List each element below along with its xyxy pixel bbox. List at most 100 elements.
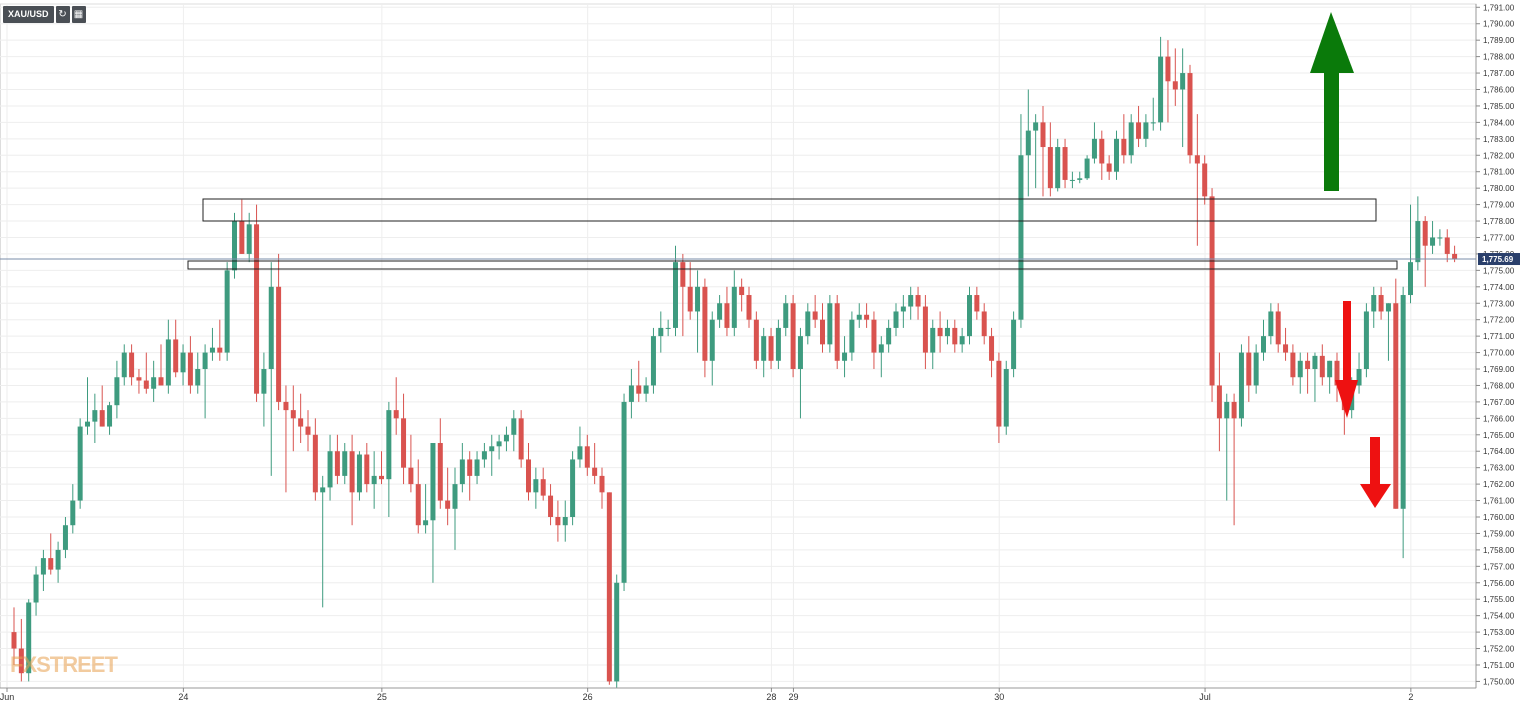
candle-body <box>342 451 348 476</box>
candle <box>283 385 289 493</box>
candle <box>1150 97 1156 131</box>
candle-body <box>77 426 83 501</box>
price-axis[interactable]: 1,750.00 1,751.00 1,752.00 1,753.00 1,754.00… <box>1475 3 1515 688</box>
candle-body <box>224 270 230 353</box>
candle-body <box>687 286 693 312</box>
candle <box>518 410 524 468</box>
candle <box>628 369 634 419</box>
candle <box>952 319 958 353</box>
candle-body <box>1077 178 1083 180</box>
candle-body <box>1437 237 1443 239</box>
candle <box>1334 352 1340 402</box>
y-tick-label: 1,791.00 <box>1483 3 1515 12</box>
candle-body <box>62 525 68 550</box>
candle-body <box>849 319 855 353</box>
candle <box>959 327 965 353</box>
candle <box>496 434 502 460</box>
candle-body <box>717 303 723 320</box>
candle-body <box>437 443 443 501</box>
candle-body <box>92 410 98 422</box>
candle-body <box>739 286 745 296</box>
candle-body <box>614 582 620 682</box>
candle <box>423 484 429 534</box>
candle-body <box>1143 122 1149 139</box>
resistance-zone-upper[interactable] <box>202 198 1377 222</box>
candle-body <box>239 221 245 254</box>
candle <box>1238 344 1244 427</box>
candle-body <box>1363 311 1369 370</box>
candle-body <box>1253 352 1259 386</box>
candle-body <box>731 286 737 328</box>
candle-body <box>1444 237 1450 254</box>
candle <box>1033 114 1039 189</box>
candle-body <box>775 327 781 361</box>
candle-body <box>481 451 487 460</box>
candle <box>143 352 149 394</box>
candle-body <box>85 421 90 427</box>
candle-body <box>820 319 825 345</box>
candle <box>1040 105 1046 197</box>
refresh-icon[interactable]: ↻ <box>55 6 70 23</box>
candle <box>1158 36 1164 131</box>
x-tick-label: 29 <box>788 692 798 702</box>
symbol-selector[interactable]: XAU/USD <box>3 6 54 23</box>
candle <box>55 541 61 583</box>
candle-body <box>1452 253 1458 259</box>
candle <box>114 360 120 419</box>
candle-body <box>276 286 282 402</box>
candle <box>356 451 362 501</box>
candle-body <box>386 410 392 480</box>
candle <box>606 492 612 685</box>
candle <box>577 426 583 468</box>
candle-body <box>827 303 833 345</box>
candle-body <box>334 451 340 476</box>
candle <box>1128 114 1134 164</box>
candle <box>276 253 282 411</box>
candle-body <box>555 517 561 526</box>
candle <box>1393 278 1399 509</box>
candle <box>614 574 620 688</box>
candle-body <box>915 295 921 307</box>
candle-body <box>643 385 649 394</box>
candle-body <box>114 377 120 406</box>
candle <box>452 467 458 550</box>
candle-body <box>1187 73 1193 156</box>
candle-body <box>246 224 252 254</box>
candle <box>1194 114 1200 246</box>
candle-body <box>1430 237 1436 246</box>
support-zone-lower[interactable] <box>187 260 1398 270</box>
candle-body <box>1297 360 1303 378</box>
candle <box>459 443 465 493</box>
candle <box>334 434 340 485</box>
candle <box>989 327 995 378</box>
time-axis[interactable]: Jun242526282930Jul23 <box>0 687 1536 702</box>
candle-body <box>151 377 157 389</box>
candle-body <box>886 327 892 345</box>
candle-body <box>261 369 267 394</box>
candle <box>136 369 142 394</box>
candle-body <box>1216 385 1222 419</box>
candle <box>33 566 39 616</box>
candle-body <box>695 286 701 312</box>
candle <box>680 253 686 337</box>
candle <box>996 352 1002 444</box>
candle-body <box>1003 369 1009 427</box>
candle <box>1106 155 1112 180</box>
candle <box>77 418 83 509</box>
calendar-icon[interactable]: ▦ <box>71 6 86 23</box>
candle <box>1180 48 1186 148</box>
candle-body <box>1246 352 1252 386</box>
candle <box>209 327 215 361</box>
candle-body <box>724 303 730 328</box>
candle-body <box>26 602 32 674</box>
candle-body <box>349 451 355 493</box>
candle-body <box>548 495 554 517</box>
y-tick-label: 1,779.00 <box>1483 201 1515 210</box>
candle-body <box>356 454 362 493</box>
candle-body <box>1194 155 1200 164</box>
candle <box>415 459 421 534</box>
grid-lines <box>0 3 1477 689</box>
candle-body <box>577 446 583 460</box>
candle <box>1055 138 1061 192</box>
